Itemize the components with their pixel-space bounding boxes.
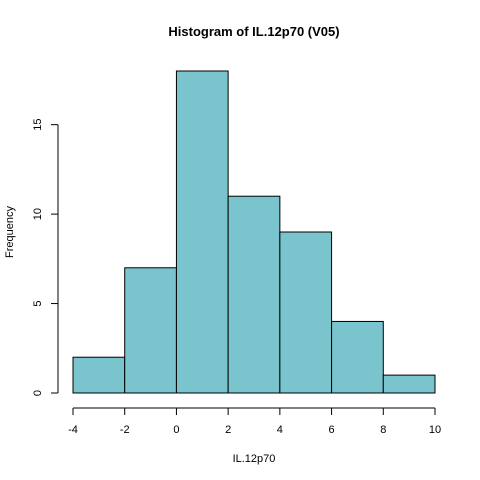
x-tick-label-4: 4: [277, 424, 283, 436]
x-axis: -4 -2 0 2 4 6 8 10: [68, 408, 441, 436]
x-tick-label-7: 10: [429, 424, 441, 436]
histogram-bar-6: [383, 375, 435, 393]
histogram-bar-1: [125, 268, 177, 393]
histogram-bar-5: [332, 321, 384, 393]
x-tick-label-2: 0: [173, 424, 179, 436]
histogram-bar-3: [228, 196, 280, 393]
y-tick-label-1: 5: [32, 300, 44, 306]
y-tick-label-3: 15: [32, 119, 44, 131]
y-axis: 0 5 10 15: [32, 119, 58, 397]
x-tick-label-1: -2: [120, 424, 130, 436]
chart-title: Histogram of IL.12p70 (V05): [168, 24, 339, 39]
y-tick-label-0: 0: [32, 390, 44, 396]
x-tick-label-5: 6: [329, 424, 335, 436]
bars-group: [73, 71, 435, 393]
x-tick-label-3: 2: [225, 424, 231, 436]
x-axis-label: IL.12p70: [233, 453, 276, 465]
y-tick-label-2: 10: [32, 208, 44, 220]
x-tick-label-6: 8: [380, 424, 386, 436]
y-axis-label: Frequency: [4, 206, 16, 258]
histogram-bar-4: [280, 232, 332, 393]
histogram-bar-0: [73, 357, 125, 393]
x-tick-label-0: -4: [68, 424, 78, 436]
histogram-bar-2: [176, 71, 228, 393]
